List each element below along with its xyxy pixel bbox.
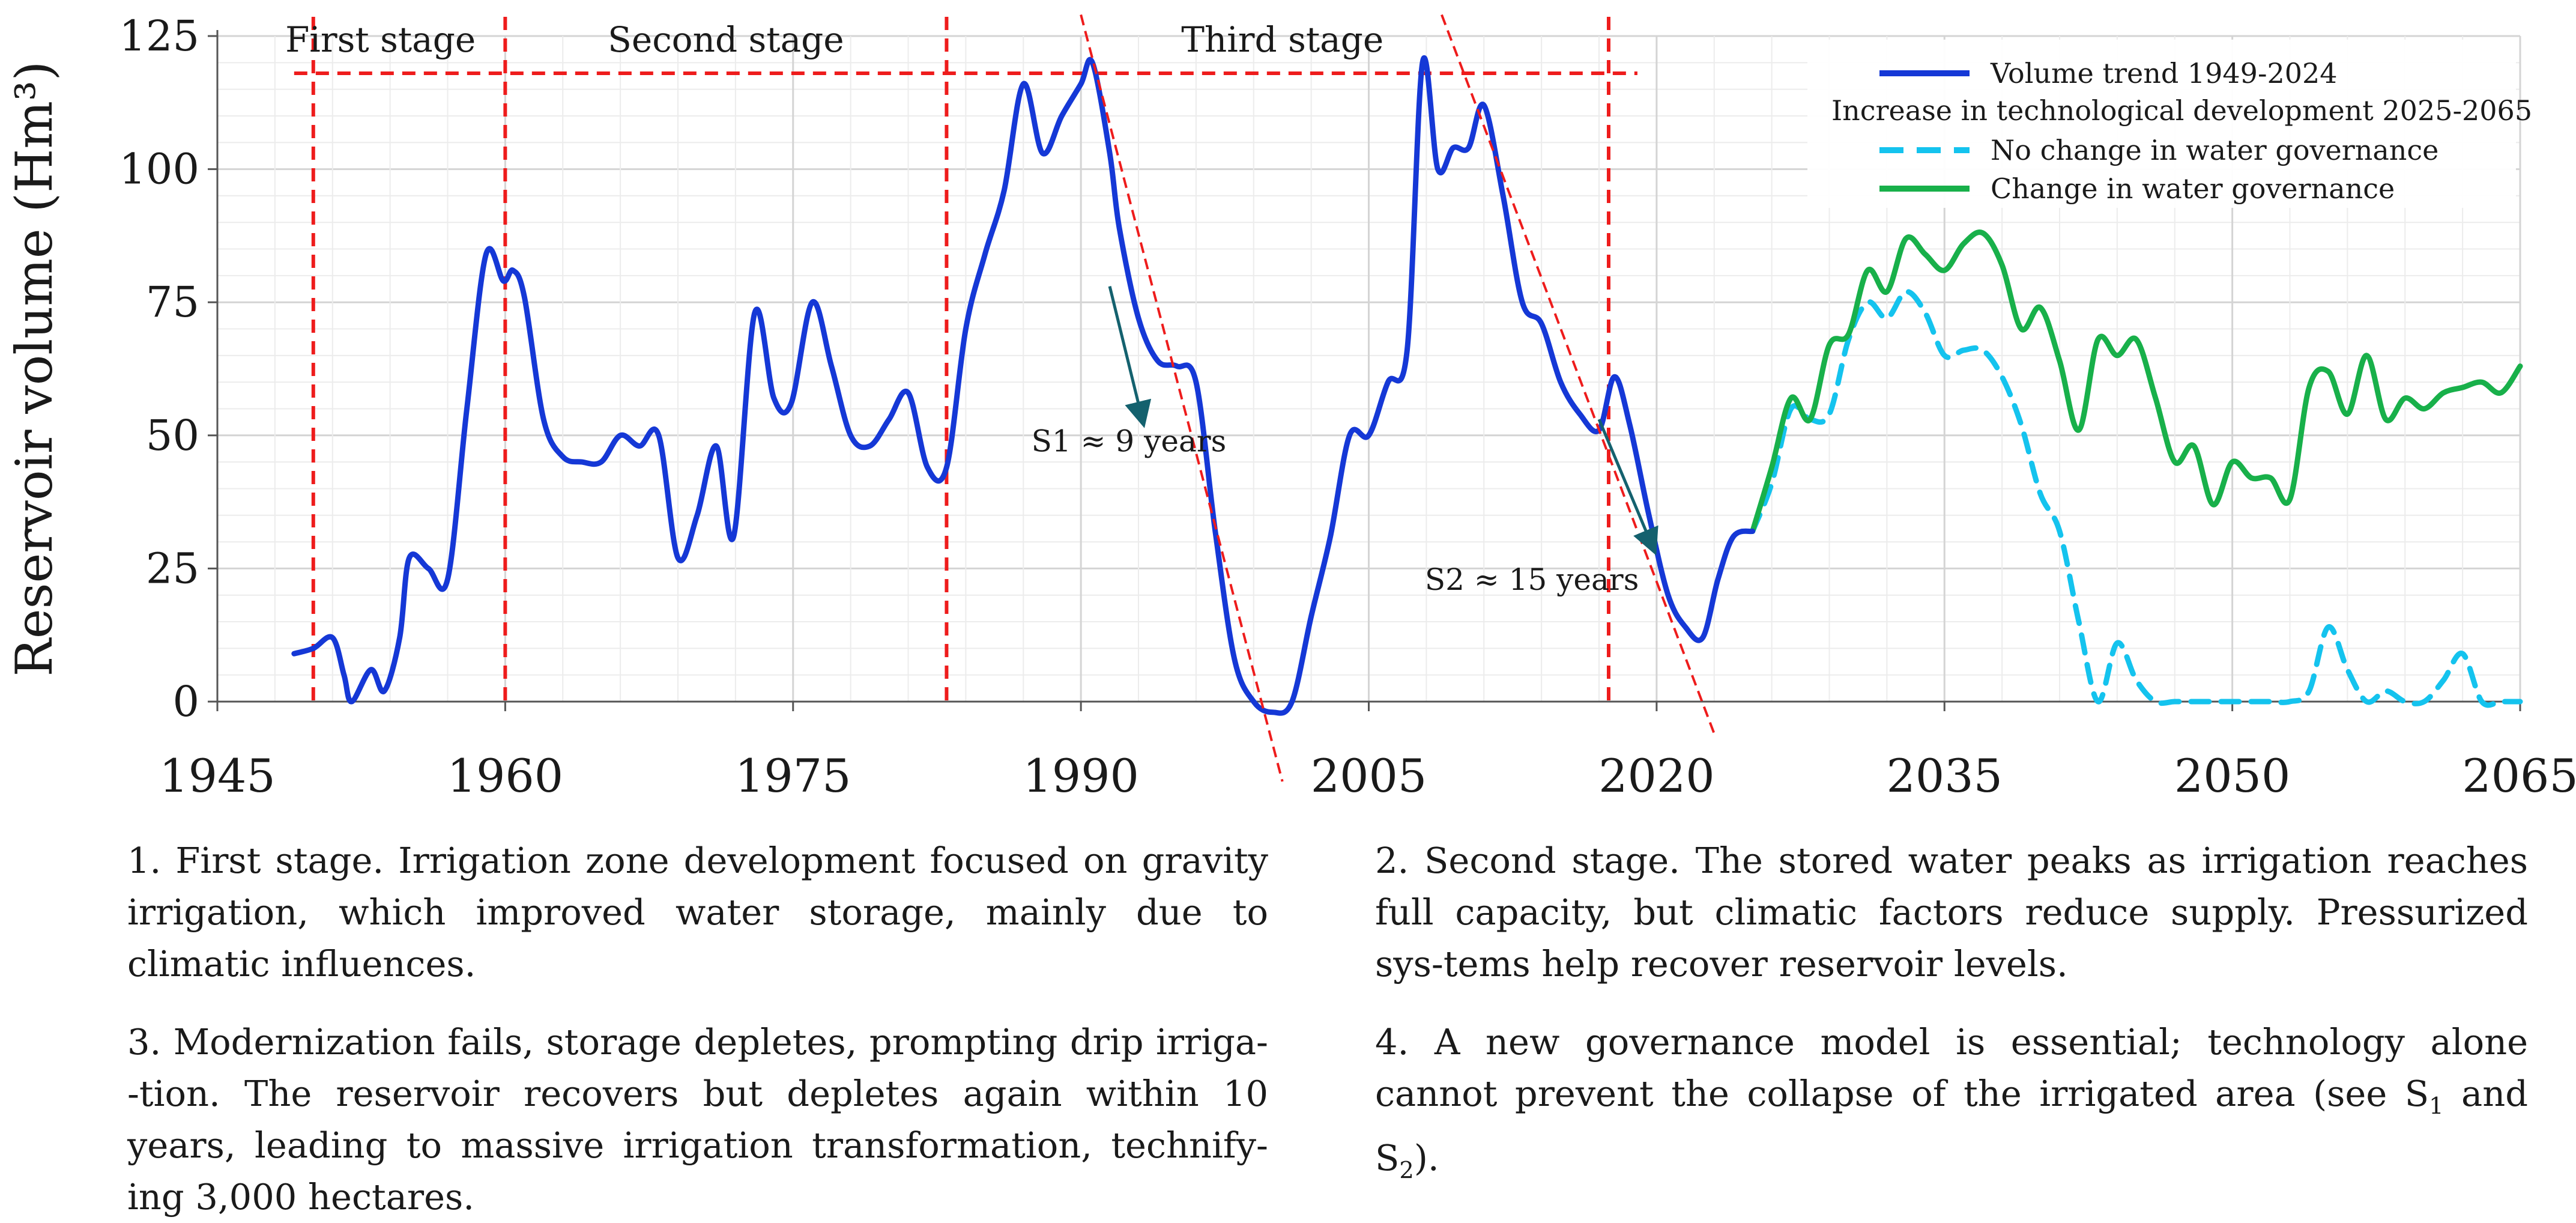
y-tick-label: 75	[146, 278, 199, 327]
x-tick-label: 1960	[447, 749, 563, 803]
slope-line-1	[1080, 14, 1284, 782]
series-line-observed	[291, 55, 1756, 716]
x-tick-label: 1945	[159, 749, 275, 803]
series-line-no-change	[1750, 289, 2523, 708]
x-tick-label: 2005	[1311, 749, 1427, 803]
slope-arrow-2	[1597, 419, 1658, 556]
x-tick-label: 2065	[2462, 749, 2576, 803]
notes-section: 1. First stage. Irrigation zone developm…	[0, 835, 2576, 1219]
note-first-stage: 1. First stage. Irrigation zone developm…	[127, 840, 1268, 985]
x-tick-label: 2020	[1598, 749, 1714, 803]
y-tick-label: 25	[146, 544, 199, 593]
note-governance-main: 4. A new governance model is essential; …	[1375, 1021, 2528, 1114]
note-governance-sub-2: 2	[1399, 1156, 1414, 1184]
slope-label-1: S1 ≈ 9 years	[1032, 423, 1227, 458]
legend-header: Increase in technological development 20…	[1831, 94, 2532, 127]
x-tick-label: 2050	[2174, 749, 2290, 803]
legend-observed-label: Volume trend 1949-2024	[1990, 57, 2338, 90]
stage-label: Second stage	[608, 19, 844, 60]
y-tick-label: 50	[146, 411, 199, 460]
x-tick-label: 1975	[735, 749, 851, 803]
y-tick-label: 100	[119, 145, 199, 194]
x-tick-label: 1990	[1023, 749, 1138, 803]
slope-label-2: S2 ≈ 15 years	[1425, 562, 1639, 597]
slope-line-2	[1441, 14, 1716, 734]
stage-label: Third stage	[1181, 19, 1383, 60]
note-second-stage: 2. Second stage. The stored water peaks …	[1375, 840, 2528, 985]
chart: 0 25 50 75 100 125 1945 1960 1975 1990 2005 2020 203…	[5, 11, 2576, 803]
note-governance: 4. A new governance model is essential; …	[1375, 1016, 2528, 1197]
note-governance-sub-1: 1	[2429, 1092, 2444, 1120]
y-tick-label: 125	[119, 11, 199, 61]
stage-label: First stage	[285, 19, 476, 60]
x-tick-label: 2035	[1887, 749, 2003, 803]
note-governance-and: and S	[1375, 1073, 2528, 1179]
legend-box	[1807, 40, 2516, 208]
y-tick-label: 0	[172, 677, 199, 726]
note-third-stage: 3. Modernization fails, storage depletes…	[127, 1021, 1268, 1218]
slope-arrow-1	[1108, 286, 1152, 428]
y-axis-label: Reservoir volume (Hm³)	[5, 61, 64, 677]
series-line-change	[1750, 229, 2523, 534]
reservoir-volume-chart: 0 25 50 75 100 125 1945 1960 1975 1990 2005 2020 203…	[5, 11, 2576, 803]
legend-no-change-label: No change in water governance	[1991, 134, 2438, 166]
note-governance-end: ).	[1413, 1137, 1439, 1179]
legend-change-label: Change in water governance	[1991, 172, 2395, 205]
